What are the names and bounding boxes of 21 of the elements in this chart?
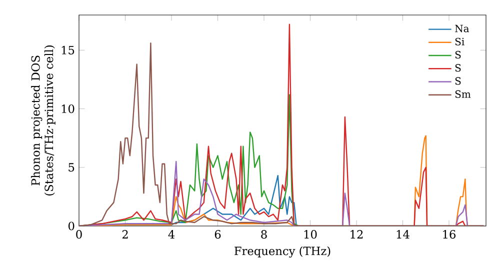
x-tick-label: 14 — [396, 230, 410, 238]
x-tick-label: 4 — [168, 230, 175, 238]
x-axis-title: Frequency (THz) — [234, 246, 330, 258]
x-tick-label: 2 — [122, 230, 128, 238]
legend-label: S — [455, 50, 461, 59]
y-tick-label: 15 — [62, 46, 74, 54]
x-tick-label: 16 — [443, 230, 456, 239]
legend-label: Si — [455, 38, 464, 46]
y-tick-label: 5 — [68, 163, 74, 172]
y-tick-label: 0 — [68, 222, 74, 230]
x-tick-label: 10 — [304, 230, 317, 239]
legend-label: Na — [455, 24, 470, 32]
legend-label: S — [455, 77, 461, 85]
x-tick-label: 0 — [76, 230, 82, 239]
legend-label: S — [455, 64, 461, 72]
x-tick-label: 8 — [261, 230, 267, 239]
legend-label: Sm — [455, 90, 471, 98]
y-tick-label: 10 — [62, 104, 74, 114]
x-tick-label: 12 — [350, 230, 363, 238]
y-axis-title: Phonon projected DOS (States/THz·primitive cell) — [31, 46, 56, 196]
x-tick-label: 6 — [214, 230, 221, 239]
